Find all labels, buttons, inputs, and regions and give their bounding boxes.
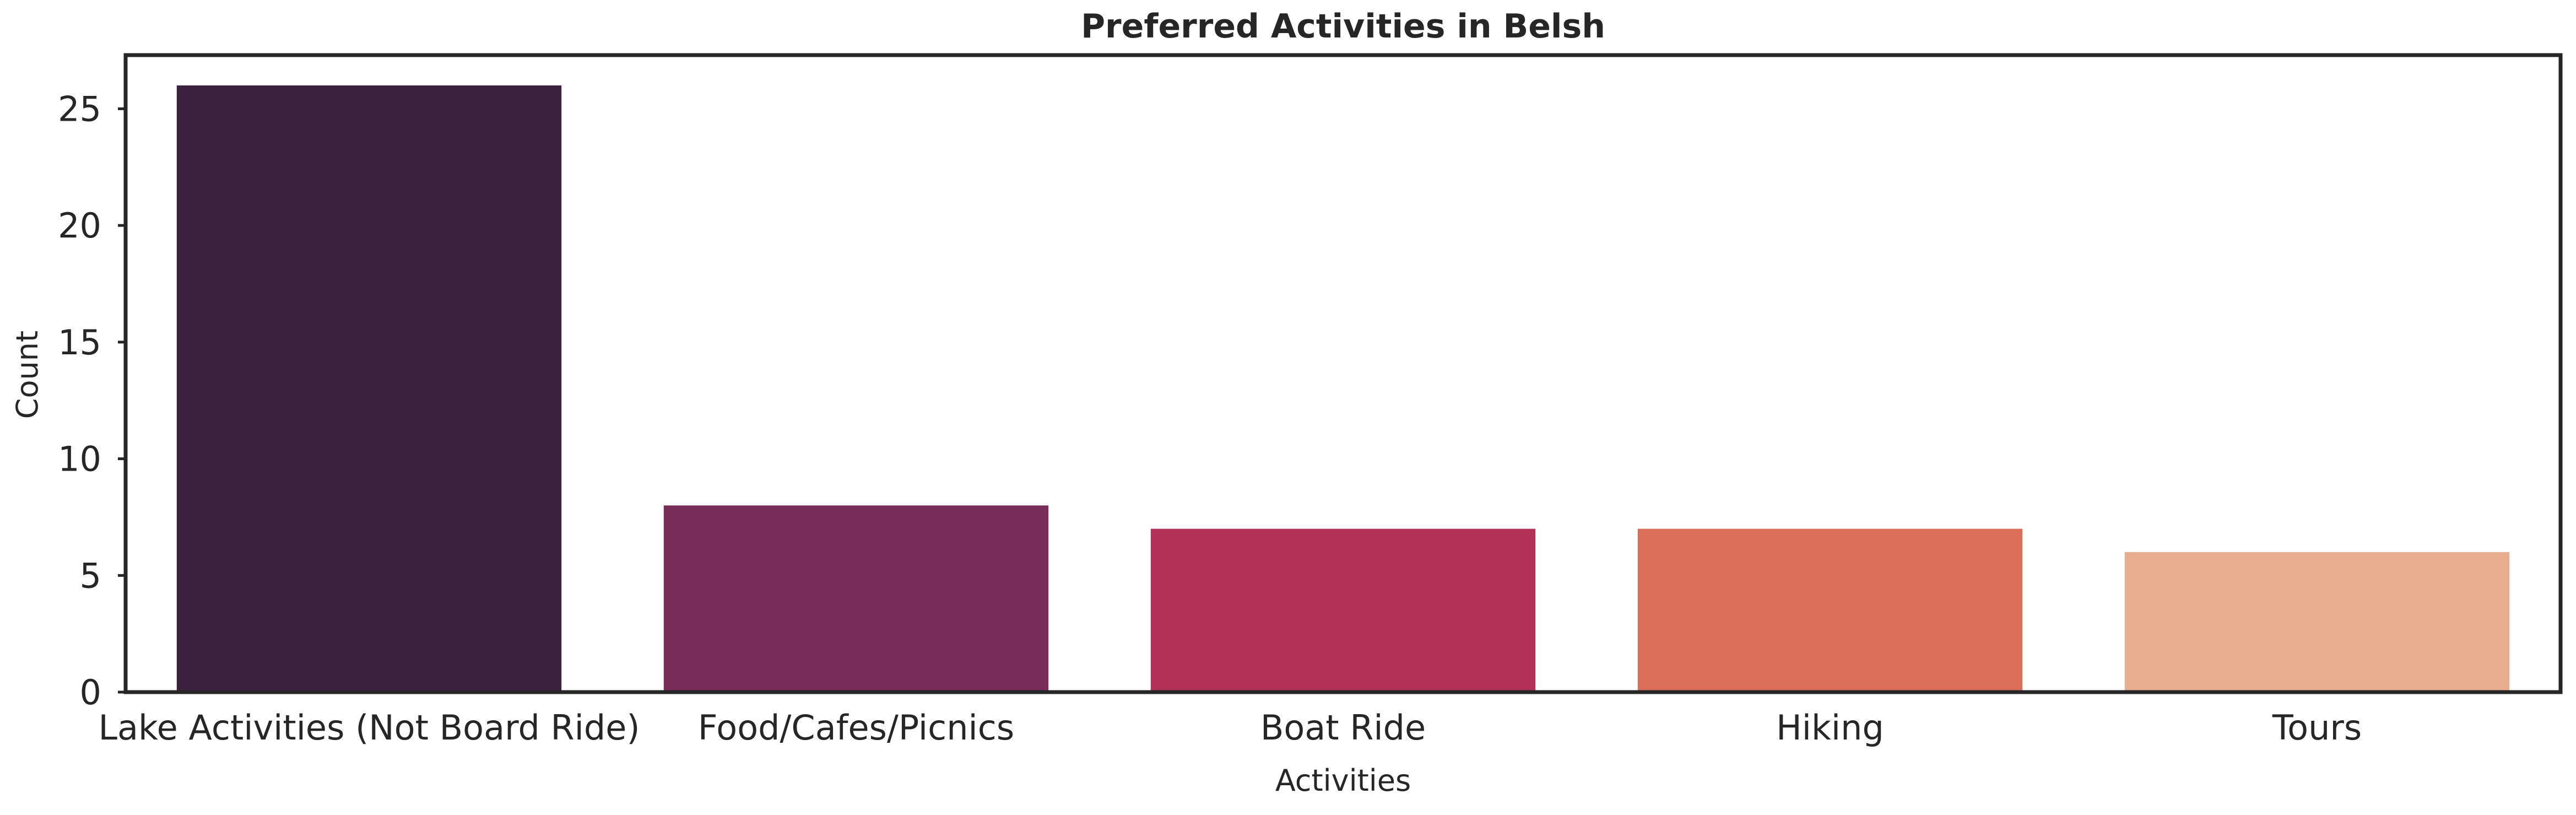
bars-group: [176, 85, 2510, 693]
y-tick-label: 10: [58, 439, 101, 479]
y-axis-ticks: 0 5 10 15 20 25: [58, 89, 126, 713]
bar-2: [663, 505, 1049, 692]
bar-1: [176, 85, 562, 693]
y-tick-label: 0: [80, 672, 101, 713]
bar-4: [1637, 528, 2023, 692]
y-axis-label: Count: [10, 331, 45, 419]
y-tick-label: 15: [58, 322, 101, 363]
bar-5: [2124, 552, 2510, 692]
y-tick-label: 20: [58, 206, 101, 246]
x-tick-label: Lake Activities (Not Board Ride): [98, 708, 640, 748]
y-tick-label: 5: [80, 555, 101, 596]
x-tick-label: Hiking: [1776, 708, 1884, 748]
x-tick-label: Boat Ride: [1260, 708, 1426, 748]
x-tick-label: Tours: [2272, 708, 2362, 748]
y-tick-label: 25: [58, 89, 101, 129]
chart-title: Preferred Activities in Belsh: [1081, 7, 1605, 46]
x-axis-label: Activities: [1275, 763, 1411, 798]
x-axis-ticks: Lake Activities (Not Board Ride) Food/Caf…: [98, 708, 2362, 748]
bar-3: [1150, 528, 1536, 692]
x-tick-label: Food/Cafes/Picnics: [698, 708, 1014, 748]
plot-frame: [123, 53, 2563, 694]
